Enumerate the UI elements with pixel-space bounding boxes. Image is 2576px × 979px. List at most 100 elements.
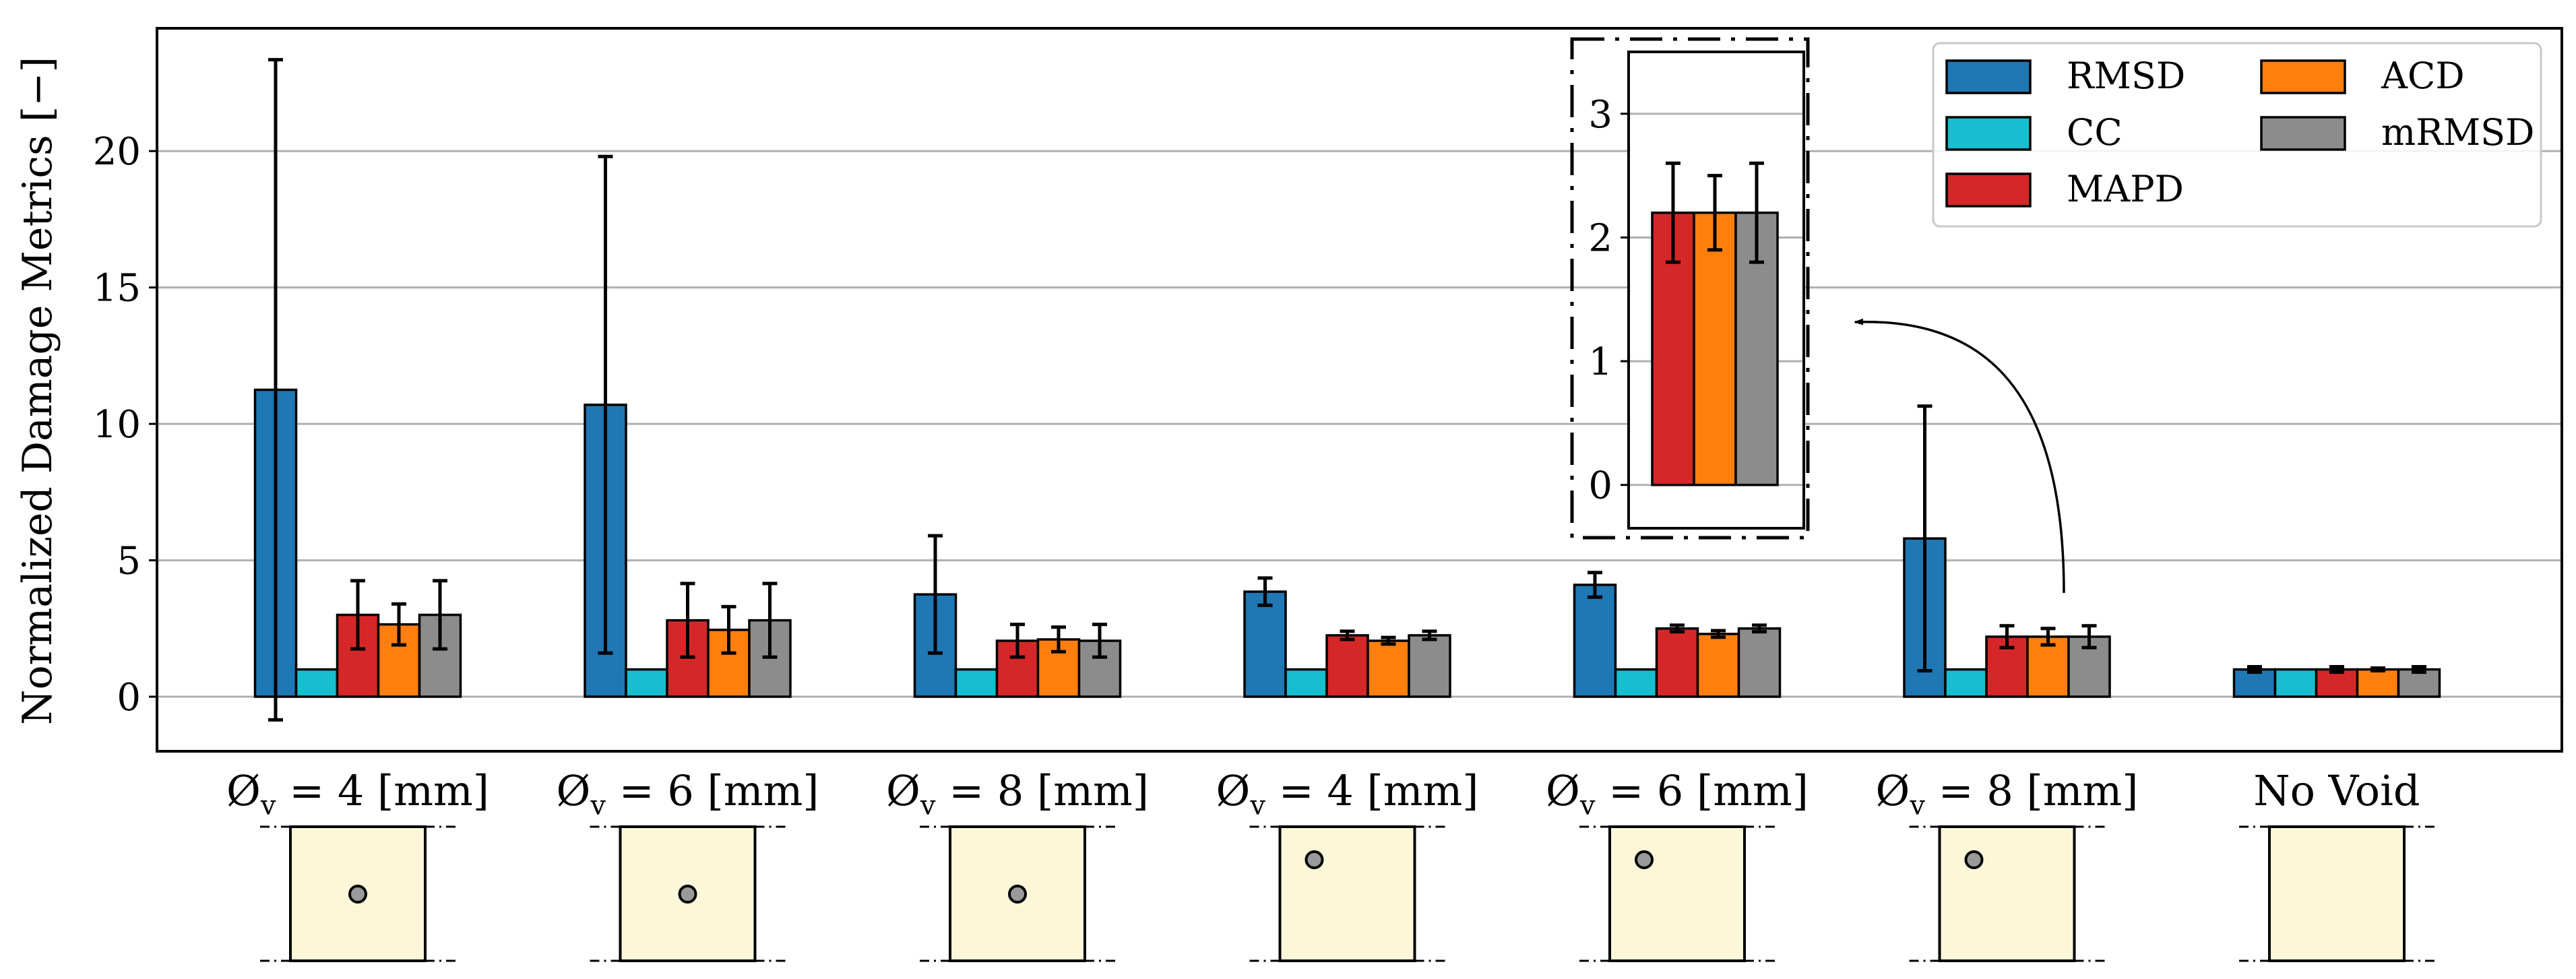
specimen-block xyxy=(1278,825,1416,962)
void-marker xyxy=(348,885,367,904)
x-axis: Øv = 4 [mm] Øv = 6 [mm] Øv = 8 [mm] Øv = 4 … xyxy=(226,766,2420,821)
legend-swatch xyxy=(1945,172,2032,208)
legend-swatch xyxy=(2260,116,2346,151)
legend-item-acd: ACD xyxy=(2260,55,2465,97)
legend-swatch xyxy=(1945,116,2032,151)
void-schematic xyxy=(260,825,455,962)
legend-item-cc: CC xyxy=(1945,111,2123,154)
bar-rmsd xyxy=(1573,583,1617,698)
y-tick-label: 5 xyxy=(117,540,141,583)
bars xyxy=(253,388,2441,698)
void-marker xyxy=(1305,850,1324,869)
void-marker xyxy=(1964,850,1984,869)
inset-error-bar-acd xyxy=(1707,174,1722,252)
inset-bar-mrmsd xyxy=(1734,211,1779,486)
inset-y-tick-label: 3 xyxy=(1588,93,1612,137)
error-bar-mapd xyxy=(350,579,365,651)
bar-cc xyxy=(954,668,999,698)
specimen-block xyxy=(1608,825,1746,962)
legend-label: mRMSD xyxy=(2381,111,2534,154)
bar-cc xyxy=(1284,668,1328,698)
bar-mrmsd xyxy=(2397,668,2441,698)
error-bar-rmsd xyxy=(1588,571,1602,599)
void-marker xyxy=(678,885,697,904)
inset-y-tick-label: 0 xyxy=(1588,464,1612,508)
legend-label: ACD xyxy=(2381,55,2465,97)
bar-acd xyxy=(1366,639,1410,698)
error-bar-acd xyxy=(2370,666,2385,673)
error-bar-rmsd xyxy=(1917,404,1933,673)
bar-acd xyxy=(2026,635,2070,698)
error-bar-rmsd xyxy=(2247,664,2262,674)
legend-item-mapd: MAPD xyxy=(1945,168,2184,210)
void-marker xyxy=(1635,850,1654,869)
y-tick-label: 15 xyxy=(93,267,141,311)
void-schematics xyxy=(260,825,2434,962)
legend-label: MAPD xyxy=(2067,168,2184,210)
error-bar-mrmsd xyxy=(762,581,778,659)
bar-cc xyxy=(2273,668,2318,698)
y-tick-label: 20 xyxy=(93,130,141,174)
bar-mapd xyxy=(2315,668,2359,698)
void-schematic xyxy=(1249,825,1445,962)
bar-cc xyxy=(1944,668,1988,698)
legend-label: CC xyxy=(2067,111,2123,154)
legend-item-rmsd: RMSD xyxy=(1945,55,2185,97)
legend-frame xyxy=(1932,42,2542,228)
inset-error-bar-mrmsd xyxy=(1749,161,1764,264)
error-bar-acd xyxy=(1381,635,1396,646)
bar-mapd xyxy=(1655,627,1699,698)
bar-cc xyxy=(294,668,339,698)
x-tick-label: Øv = 4 [mm] xyxy=(1216,766,1479,821)
x-tick-label: Øv = 8 [mm] xyxy=(1876,766,2139,821)
void-schematic xyxy=(1909,825,2105,962)
bar-mapd xyxy=(1325,634,1369,698)
error-bar-rmsd xyxy=(598,154,613,655)
void-schematic xyxy=(2239,825,2434,962)
bar-cc xyxy=(1614,668,1658,698)
error-bar-mapd xyxy=(1010,623,1025,659)
inset-zoom: 0 1 2 3 xyxy=(1570,37,1810,540)
bar-acd xyxy=(1696,633,1740,698)
error-bar-acd xyxy=(1051,625,1066,654)
legend-label: RMSD xyxy=(2067,55,2185,97)
plot-frame xyxy=(156,27,2563,753)
x-tick-label: Øv = 6 [mm] xyxy=(1546,766,1809,821)
gridlines xyxy=(157,150,2562,698)
error-bar-mrmsd xyxy=(1092,623,1107,659)
bar-acd xyxy=(2356,668,2400,698)
y-axis: Normalized Damage Metrics [−] 0 5 10 15 20 xyxy=(14,57,157,725)
error-bar-rmsd xyxy=(928,534,943,655)
error-bar-mrmsd xyxy=(2081,624,2097,650)
error-bar-acd xyxy=(2040,627,2056,647)
error-bar-rmsd xyxy=(268,58,283,722)
error-bar-rmsd xyxy=(1257,576,1273,607)
legend: RMSD ACD CC mRMSD MAPD xyxy=(1932,42,2542,228)
inset-frame xyxy=(1627,51,1805,530)
specimen-block xyxy=(2268,825,2406,962)
error-bar-mapd xyxy=(2329,664,2344,674)
bar-mrmsd xyxy=(1408,634,1451,698)
zoom-arrow xyxy=(1854,318,2065,594)
legend-swatch xyxy=(2260,59,2346,94)
legend-item-mrmsd: mRMSD xyxy=(2260,111,2534,154)
error-bar-mrmsd xyxy=(1422,629,1437,641)
bar-rmsd xyxy=(1243,590,1287,698)
error-bar-mapd xyxy=(1670,623,1685,634)
inset-error-bar-mapd xyxy=(1666,161,1680,264)
x-tick-label: Øv = 4 [mm] xyxy=(226,766,489,821)
error-bar-acd xyxy=(1711,629,1726,639)
void-schematic xyxy=(920,825,1115,962)
bar-mrmsd xyxy=(1737,627,1782,698)
inset-y-tick-label: 2 xyxy=(1588,216,1612,260)
inset-y-tick-label: 1 xyxy=(1588,340,1612,384)
error-bar-mrmsd xyxy=(433,579,447,651)
void-schematic xyxy=(1579,825,1775,962)
x-tick-label: Øv = 6 [mm] xyxy=(557,766,819,821)
void-marker xyxy=(1008,885,1027,904)
inset-bar-acd xyxy=(1693,211,1737,486)
error-bar-acd xyxy=(721,604,736,655)
x-tick-label: Øv = 8 [mm] xyxy=(886,766,1149,821)
error-bar-mrmsd xyxy=(2412,664,2426,674)
